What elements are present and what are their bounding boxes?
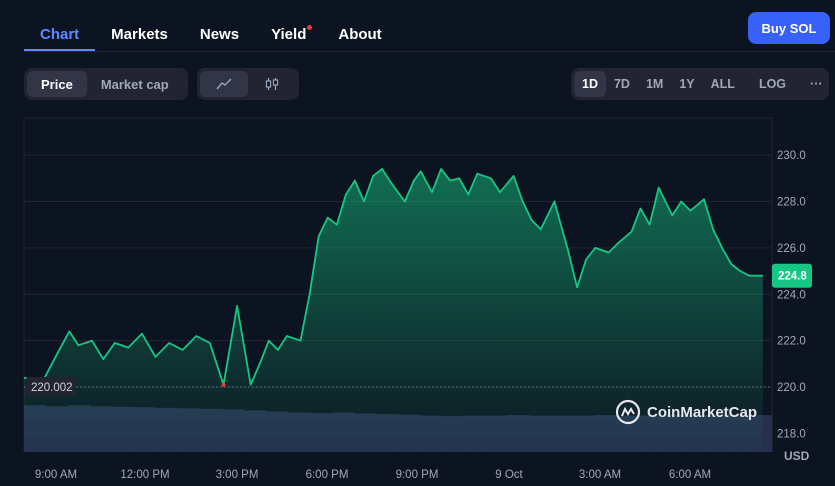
tab-label: About [338, 26, 382, 43]
tab-label: Markets [111, 26, 168, 43]
x-tick-label: 6:00 AM [669, 469, 711, 481]
y-tick-label: 222.0 [777, 336, 806, 348]
x-tick-label: 9:00 AM [35, 469, 77, 481]
notification-dot [307, 25, 313, 30]
log-toggle[interactable]: LOG [758, 77, 787, 91]
tab-label: News [199, 26, 240, 43]
watermark-text: CoinMarketCap [647, 403, 758, 421]
candlestick-icon[interactable] [248, 71, 296, 97]
x-tick-label: 6:00 PM [306, 469, 349, 481]
price-option[interactable]: Price [27, 71, 87, 97]
low-marker [221, 382, 226, 387]
y-tick-label: 218.0 [777, 428, 806, 440]
current-price-badge [772, 263, 812, 288]
tab-about[interactable]: About [322, 14, 397, 52]
line-chart-icon[interactable] [200, 71, 248, 97]
chart-type-toggle [197, 68, 299, 100]
x-tick-label: 12:00 PM [120, 469, 169, 481]
tab-label: Yield [271, 26, 307, 43]
tab-yield[interactable]: Yield [255, 14, 322, 52]
range-1y[interactable]: 1Y [679, 77, 695, 91]
y-tick-label: 226.0 [777, 243, 806, 255]
x-tick-label: 9 Oct [495, 469, 523, 481]
buy-sol-button[interactable]: Buy SOL [748, 12, 830, 44]
coinmarketcap-logo-icon [615, 399, 641, 425]
tab-markets[interactable]: Markets [95, 14, 184, 52]
currency-label: USD [784, 449, 810, 463]
price-line [23, 168, 763, 386]
tab-bar: Chart Markets News Yield About [24, 14, 398, 52]
more-options-button[interactable]: ··· [810, 77, 823, 91]
range-1d[interactable]: 1D [574, 71, 606, 97]
x-tick-label: 3:00 AM [579, 469, 621, 481]
tab-label: Chart [40, 26, 80, 43]
range-1m[interactable]: 1M [645, 77, 664, 91]
y-tick-label: 230.0 [777, 150, 806, 162]
watermark: CoinMarketCap [615, 399, 757, 425]
tab-chart[interactable]: Chart [24, 14, 96, 52]
open-price-label: 220.002 [31, 382, 73, 394]
tab-news[interactable]: News [184, 14, 255, 52]
x-tick-label: 3:00 PM [216, 469, 259, 481]
y-tick-label: 228.0 [777, 197, 806, 209]
price-area [24, 169, 763, 452]
time-range-selector: 1D 7D 1M 1Y ALL LOG ··· [571, 68, 829, 100]
range-7d[interactable]: 7D [613, 77, 630, 91]
x-tick-label: 9:00 PM [396, 469, 439, 481]
y-tick-label: 220.0 [777, 382, 806, 394]
open-price-badge [26, 377, 76, 397]
metric-toggle: Price Market cap [24, 68, 188, 100]
current-price-label: 224.8 [778, 271, 807, 283]
tab-divider [24, 51, 835, 52]
market-cap-option[interactable]: Market cap [100, 76, 169, 92]
price-chart[interactable]: 218.0 220.0 222.0 224.0 226.0 228.0 230.0 220.0… [0, 112, 835, 486]
range-all[interactable]: ALL [710, 77, 735, 91]
y-tick-label: 224.0 [777, 289, 806, 301]
